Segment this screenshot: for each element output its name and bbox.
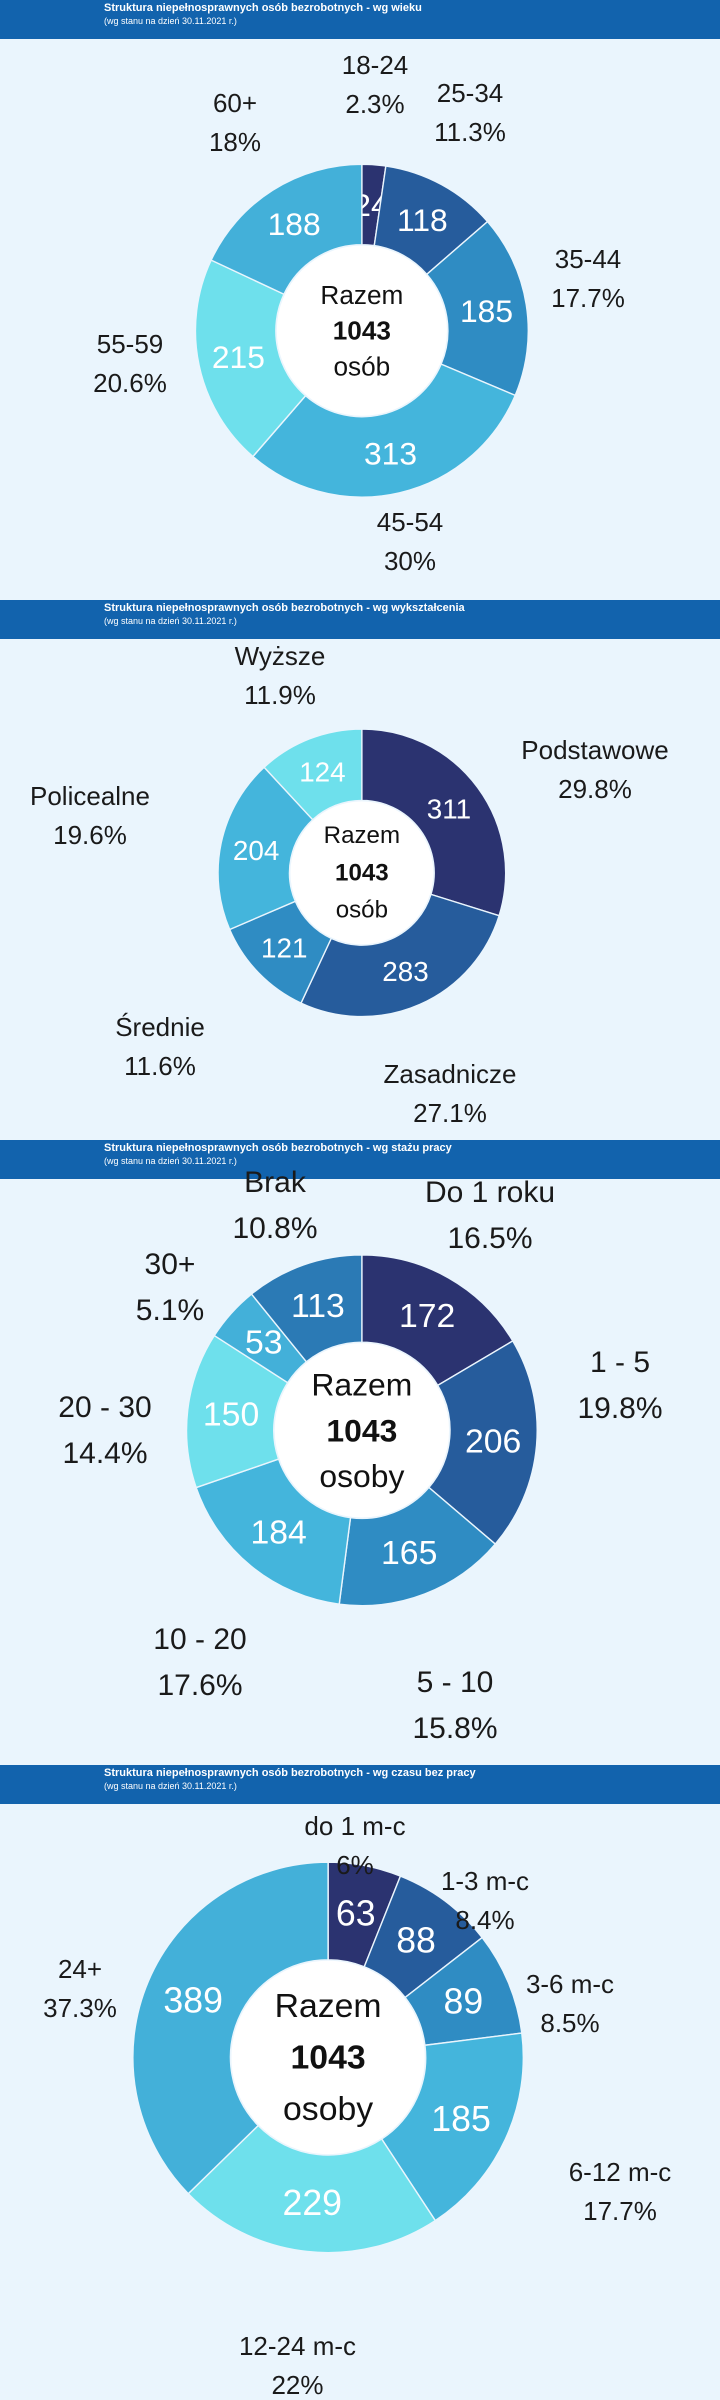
slice-value-label: 185 bbox=[431, 2099, 491, 2139]
chart-title: Struktura niepełnosprawnych osób bezrobo… bbox=[104, 1142, 452, 1154]
donut-slice-5 bbox=[210, 163, 363, 296]
slice-value-label: 172 bbox=[399, 1297, 455, 1335]
chart-subtitle: (wg stanu na dzień 30.11.2021 r.) bbox=[104, 1781, 237, 1791]
slice-value-label: 313 bbox=[364, 436, 417, 472]
donut-center-text: Razem bbox=[324, 822, 400, 849]
chart-subtitle: (wg stanu na dzień 30.11.2021 r.) bbox=[104, 616, 237, 626]
slice-value-label: 113 bbox=[291, 1287, 345, 1325]
slice-value-label: 121 bbox=[261, 933, 307, 964]
slice-label-do-1-roku: Do 1 roku 16.5% bbox=[424, 1176, 556, 1255]
slice-label-45-54: 45-54 30% bbox=[376, 507, 444, 576]
donut-center-text: 1043 bbox=[335, 859, 389, 886]
donut-slice-4 bbox=[194, 259, 307, 458]
slice-value-label: 389 bbox=[163, 1981, 223, 2021]
slice-label-25-34: 25-34 11.3% bbox=[434, 78, 506, 147]
slice-label-30-plus: 30+ 5.1% bbox=[135, 1248, 205, 1327]
slice-value-label: 229 bbox=[282, 2183, 342, 2223]
slice-label-zasadnicze: Zasadnicze 27.1% bbox=[383, 1059, 517, 1128]
slice-value-label: 53 bbox=[245, 1323, 283, 1361]
donut-slice-3 bbox=[217, 766, 314, 931]
chart-section-age: Struktura niepełnosprawnych osób bezrobo… bbox=[0, 0, 720, 600]
slice-label-podstawowe: Podstawowe 29.8% bbox=[521, 735, 669, 804]
slice-label-1-3-mc: 1-3 m-c 8.4% bbox=[440, 1866, 530, 1935]
slice-value-label: 185 bbox=[460, 293, 513, 329]
slice-value-label: 283 bbox=[382, 956, 428, 987]
slice-label-do-1-mc: do 1 m-c 6% bbox=[304, 1811, 406, 1880]
chart-section-work-experience: Struktura niepełnosprawnych osób bezrobo… bbox=[0, 1140, 720, 1765]
donut-center bbox=[274, 1343, 450, 1518]
slice-label-policealne: Policealne 19.6% bbox=[30, 781, 150, 850]
chart-title: Struktura niepełnosprawnych osób bezrobo… bbox=[104, 602, 465, 614]
donut-slice-1 bbox=[300, 893, 500, 1018]
slice-label-5-10: 5 - 10 15.8% bbox=[412, 1666, 498, 1745]
donut-center-text: osób bbox=[333, 351, 390, 381]
slice-label-35-44: 35-44 17.7% bbox=[551, 244, 625, 313]
donut-center-text: Razem bbox=[320, 280, 403, 310]
slice-value-label: 215 bbox=[212, 339, 265, 375]
donut-slice-2 bbox=[425, 220, 529, 397]
chart-title: Struktura niepełnosprawnych osób bezrobo… bbox=[104, 1767, 476, 1779]
donut-slice-4 bbox=[263, 728, 363, 821]
donut-slice-5 bbox=[132, 1861, 329, 2195]
chart-subtitle: (wg stanu na dzień 30.11.2021 r.) bbox=[104, 16, 237, 26]
chart-title: Struktura niepełnosprawnych osób bezrobo… bbox=[104, 2, 422, 14]
chart-section-time-without-work: Struktura niepełnosprawnych osób bezrobo… bbox=[0, 1765, 720, 2400]
slice-value-label: 206 bbox=[465, 1423, 521, 1461]
slice-label-1-5: 1 - 5 19.8% bbox=[577, 1346, 663, 1425]
slice-value-label: 89 bbox=[444, 1981, 484, 2021]
slice-label-srednie: Średnie 11.6% bbox=[115, 1012, 205, 1081]
donut-slice-0 bbox=[361, 1254, 514, 1387]
donut-center-text: osoby bbox=[319, 1458, 404, 1494]
slice-value-label: 184 bbox=[251, 1513, 307, 1551]
slice-label-wyzsze: Wyższe 11.9% bbox=[234, 641, 326, 710]
slice-label-3-6-mc: 3-6 m-c 8.5% bbox=[525, 1969, 615, 2038]
slice-label-12-24-mc: 12-24 m-c 22% bbox=[238, 2331, 357, 2400]
chart-header: Struktura niepełnosprawnych osób bezrobo… bbox=[0, 600, 720, 639]
donut-center-text: Razem bbox=[275, 1987, 382, 2025]
chart-section-education: Struktura niepełnosprawnych osób bezrobo… bbox=[0, 600, 720, 1140]
donut-center-text: osoby bbox=[283, 2090, 373, 2128]
donut-center bbox=[276, 245, 447, 416]
slice-value-label: 311 bbox=[427, 793, 471, 824]
slice-value-label: 165 bbox=[381, 1534, 437, 1572]
donut-center-text: 1043 bbox=[326, 1412, 397, 1448]
donut-center bbox=[231, 1960, 425, 2155]
donut-slice-4 bbox=[187, 2124, 437, 2254]
chart-header: Struktura niepełnosprawnych osób bezrobo… bbox=[0, 1765, 720, 1804]
donut-center-text: osób bbox=[336, 896, 388, 923]
slice-value-label: 204 bbox=[233, 835, 279, 866]
donut-center bbox=[290, 801, 434, 945]
slice-label-6-12-mc: 6-12 m-c 17.7% bbox=[568, 2157, 672, 2226]
donut-slice-1 bbox=[427, 1339, 538, 1546]
slice-label-10-20: 10 - 20 17.6% bbox=[153, 1623, 247, 1702]
donut-slice-3 bbox=[195, 1458, 352, 1605]
slice-value-label: 150 bbox=[203, 1396, 259, 1434]
donut-chart-education: 311 283 121 204 124 Razem 1043 osób bbox=[217, 728, 507, 1018]
slice-value-label: 124 bbox=[299, 757, 345, 788]
chart-header: Struktura niepełnosprawnych osób bezrobo… bbox=[0, 0, 720, 39]
donut-center-text: Razem bbox=[311, 1366, 412, 1402]
donut-center-text: 1043 bbox=[333, 316, 391, 346]
donut-slice-3 bbox=[251, 363, 517, 498]
slice-value-label: 63 bbox=[336, 1894, 376, 1934]
donut-slice-6 bbox=[250, 1254, 363, 1363]
chart-header: Struktura niepełnosprawnych osób bezrobo… bbox=[0, 1140, 720, 1179]
slice-label-60-plus: 60+ 18% bbox=[208, 88, 262, 157]
slice-label-brak: Brak 10.8% bbox=[232, 1166, 318, 1245]
slice-label-24-plus: 24+ 37.3% bbox=[43, 1954, 117, 2023]
slice-label-18-24: 18-24 2.3% bbox=[341, 50, 409, 119]
donut-center-text: 1043 bbox=[291, 2038, 366, 2076]
chart-subtitle: (wg stanu na dzień 30.11.2021 r.) bbox=[104, 1156, 237, 1166]
slice-value-label: 88 bbox=[396, 1920, 436, 1960]
donut-slice-3 bbox=[380, 2032, 525, 2222]
slice-label-20-30: 20 - 30 14.4% bbox=[58, 1391, 152, 1470]
donut-slice-0 bbox=[361, 728, 507, 917]
slice-label-55-59: 55-59 20.6% bbox=[93, 329, 167, 398]
slice-value-label: 188 bbox=[268, 206, 321, 242]
slice-value-label: 118 bbox=[397, 202, 448, 238]
